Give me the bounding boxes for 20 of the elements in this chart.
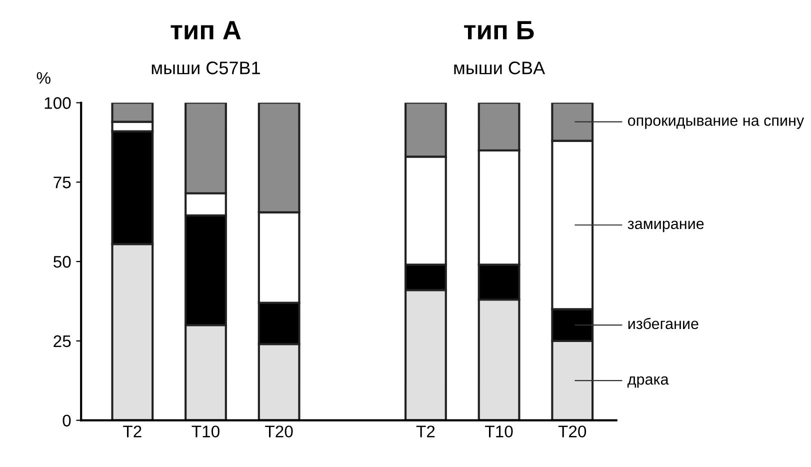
x-tick-label: T2 [123,426,142,438]
text: опрокидывание на спину [628,118,804,129]
x-tick-label: T2 [416,426,435,438]
x-tick-label: T20 [558,426,586,438]
text: избегание [628,318,698,330]
text: тип Б [464,21,534,40]
y-axis-title: % [36,72,50,84]
y-tick-label: 75 [54,176,71,188]
y-tick-label: 50 [54,256,71,268]
text: драка [628,376,669,388]
text: мыши C57B1 [152,62,260,74]
text: тип А [170,21,241,40]
y-tick-label: 0 [62,414,71,427]
text: замирание [628,220,704,232]
x-tick-label: T10 [192,426,220,438]
y-tick-label: 25 [54,335,71,348]
x-tick-label: T10 [485,426,513,438]
y-tick-label: 100 [44,97,71,109]
x-tick-label: T20 [265,426,293,438]
text: мыши CBA [454,62,546,74]
